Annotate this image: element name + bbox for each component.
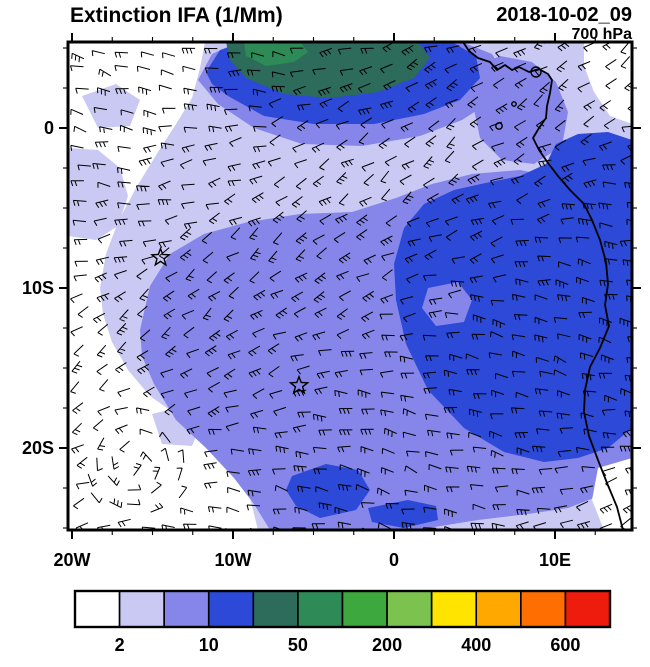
colorbar-frame [73,589,612,629]
x-axis-label: 10E [539,550,571,570]
colorbar-box [430,590,478,628]
island-outline [530,66,542,78]
plot-title: Extinction IFA (1/Mm) [70,4,283,27]
colorbar-tick-label: 2 [115,635,125,655]
colorbar-box [341,590,388,628]
colorbar-box [564,590,611,628]
colorbar: 2 10 50 200 400 600 [73,589,612,655]
y-axis-label: 20S [22,438,54,458]
island-outline [511,101,517,107]
colorbar-box [386,590,433,628]
plot-datetime: 2018-10-02_09 [496,4,632,26]
colorbar-tick-label: 600 [550,635,580,655]
map-frame [66,40,634,532]
pressure-level-label: 700 hPa [571,26,632,43]
contour-region-<2 [584,42,632,124]
marker-layer [150,246,310,395]
colorbar-box [520,590,567,628]
colorbar-tick-label: 200 [372,635,402,655]
x-axis-label: 10W [214,550,251,570]
colorbar-box [118,590,165,628]
y-axis-label: 10S [22,278,54,298]
colorbar-box [163,590,210,628]
wind-barbs [70,42,632,530]
colorbar-box [297,590,344,628]
contour-region-2-5 [68,148,128,240]
x-axis-label: 20W [53,550,90,570]
x-axis-label: 0 [389,550,399,570]
star-marker [150,246,171,267]
star-marker [288,374,310,395]
axis-tick-layer [59,33,641,539]
axis-label-layer: 20W 10W 0 10E 0 10S 20S [22,118,571,570]
wind-barb-layer [70,42,632,530]
contour-region-2-5 [82,84,140,128]
colorbar-box [475,590,522,628]
colorbar-tick-label: 400 [461,635,491,655]
africa-coastline [462,42,624,530]
colorbar-tick-label: 10 [199,635,219,655]
colorbar-box [74,590,121,628]
colorbar-box [207,590,255,628]
y-axis-label: 0 [44,118,54,138]
colorbar-tick-label: 50 [288,635,308,655]
colorbar-box [252,590,299,628]
